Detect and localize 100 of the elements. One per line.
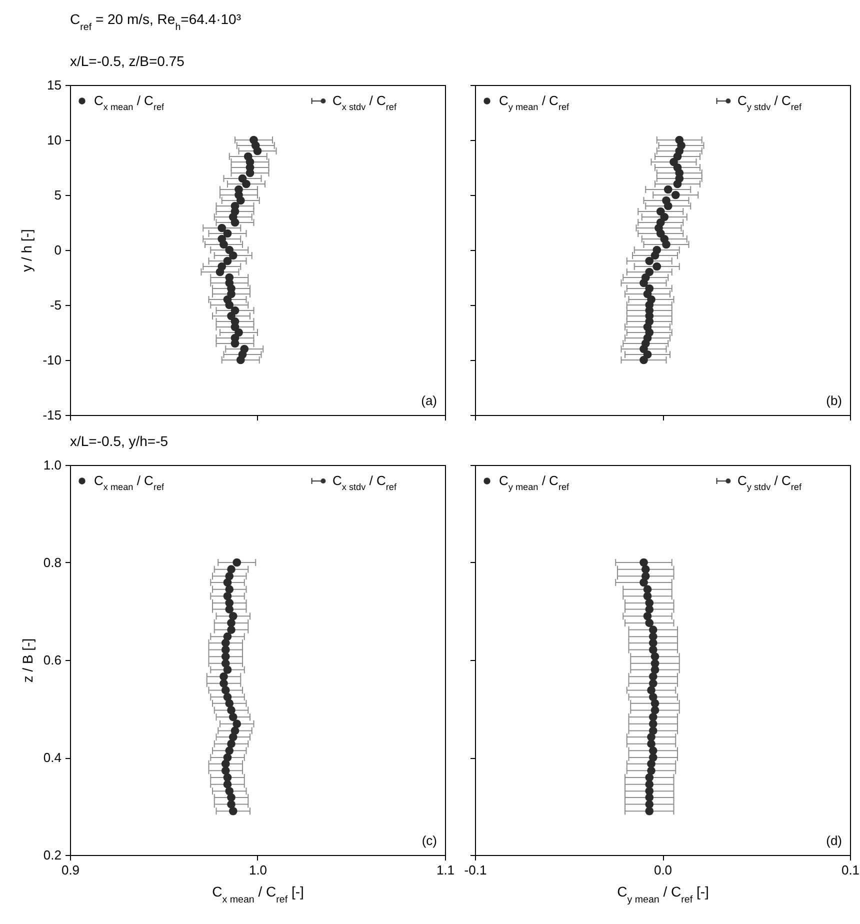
point: [640, 558, 648, 567]
point: [228, 612, 238, 620]
point: [227, 740, 236, 748]
point: [650, 706, 660, 714]
x-tick-label: 0.1: [841, 862, 860, 878]
x-tick-label: 1.0: [248, 862, 268, 878]
x-tick-label: 0.9: [61, 862, 80, 878]
annotation: (d): [826, 833, 842, 848]
annotation: C$_{y stdv}$ / C$_{ref}$: [738, 93, 802, 112]
point: [648, 646, 658, 654]
point: [225, 605, 234, 614]
annotation: (a): [421, 393, 437, 408]
point: [221, 646, 230, 654]
point: [664, 202, 672, 210]
point: [225, 300, 234, 310]
point: [645, 618, 654, 628]
point: [227, 706, 236, 714]
y-axis-title: y / h [-]: [18, 229, 35, 272]
point: [662, 240, 670, 249]
point: [664, 185, 672, 194]
y-tick-label: -15: [42, 408, 62, 422]
point: [228, 712, 238, 722]
chart-title: C$_{ref}$ = 20 m/s, Re$_{h}$=64.4·10³: [70, 11, 242, 32]
point: [225, 746, 234, 755]
point: [223, 229, 232, 238]
point: [671, 190, 680, 200]
y-tick-label: 0.8: [43, 555, 62, 570]
y-tick-label: 0: [54, 242, 62, 258]
y-tick-label: -5: [50, 298, 62, 312]
point: [253, 146, 262, 156]
point: [227, 565, 236, 574]
point: [673, 180, 682, 188]
x-tick-label: 0.0: [654, 862, 672, 878]
point: [652, 262, 662, 271]
point: [647, 760, 656, 768]
y-tick-label: 5: [54, 188, 62, 202]
legend-label: C$_{x mean}$ / C$_{ref}$: [94, 93, 165, 112]
point: [223, 773, 232, 782]
point: [223, 578, 232, 587]
y-tick-label: 15: [47, 78, 62, 92]
point: [645, 605, 654, 614]
point: [223, 666, 232, 674]
point: [647, 740, 656, 748]
legend-label: C$_{x mean}$ / C$_{ref}$: [94, 473, 165, 492]
y-tick-label: 0.4: [43, 750, 62, 765]
y-tick-label: 0.6: [43, 652, 62, 668]
point: [227, 800, 236, 808]
point: [223, 256, 232, 266]
point: [228, 732, 238, 742]
annotation: (b): [826, 393, 842, 408]
chart-subtitle: x/L=-0.5, z/B=0.75: [70, 53, 185, 69]
legend-label: C$_{y mean}$ / C$_{ref}$: [499, 473, 570, 492]
point: [220, 672, 228, 681]
point: [648, 679, 658, 688]
point: [647, 766, 656, 775]
point: [220, 679, 228, 688]
point: [645, 256, 654, 266]
point: [216, 268, 224, 276]
point: [230, 218, 240, 227]
point: [650, 251, 660, 260]
x-tick-label: -0.1: [464, 862, 487, 878]
point: [650, 666, 660, 674]
y-axis-title: z / B [-]: [19, 638, 36, 683]
point: [643, 592, 652, 600]
point: [647, 732, 656, 742]
point: [236, 356, 245, 364]
point: [225, 699, 234, 708]
point: [236, 196, 245, 205]
y-tick-label: 1.0: [43, 458, 62, 472]
point: [232, 558, 242, 567]
annotation: C$_{x stdv}$ / C$_{ref}$: [332, 473, 397, 492]
point: [643, 612, 652, 620]
point: [220, 240, 228, 249]
point: [221, 766, 230, 775]
point: [640, 356, 648, 364]
point: [228, 251, 238, 260]
chart-title: x/L=-0.5, y/h=-5: [70, 433, 168, 449]
point: [645, 806, 654, 816]
annotation: C$_{x stdv}$ / C$_{ref}$: [332, 93, 397, 112]
point: [242, 180, 250, 188]
point: [227, 626, 236, 634]
point: [225, 585, 234, 594]
point: [221, 686, 230, 694]
point: [232, 720, 242, 728]
point: [221, 652, 230, 661]
annotation: (c): [422, 833, 437, 848]
point: [218, 224, 226, 232]
legend-label: C$_{y mean}$ / C$_{ref}$: [499, 93, 570, 112]
x-tick-label: 1.1: [436, 862, 455, 878]
x-axis-title: C$_{x mean}$ / C$_{ref}$ [-]: [212, 884, 304, 905]
x-axis-title: C$_{y mean}$ / C$_{ref}$ [-]: [617, 884, 709, 905]
point: [640, 278, 648, 288]
point: [223, 592, 232, 600]
point: [640, 578, 648, 587]
y-tick-label: 0.2: [43, 848, 62, 862]
y-tick-label: 10: [47, 132, 62, 148]
y-tick-label: -10: [42, 352, 62, 368]
point: [228, 806, 238, 816]
annotation: C$_{y stdv}$ / C$_{ref}$: [738, 473, 802, 492]
point: [647, 686, 656, 694]
